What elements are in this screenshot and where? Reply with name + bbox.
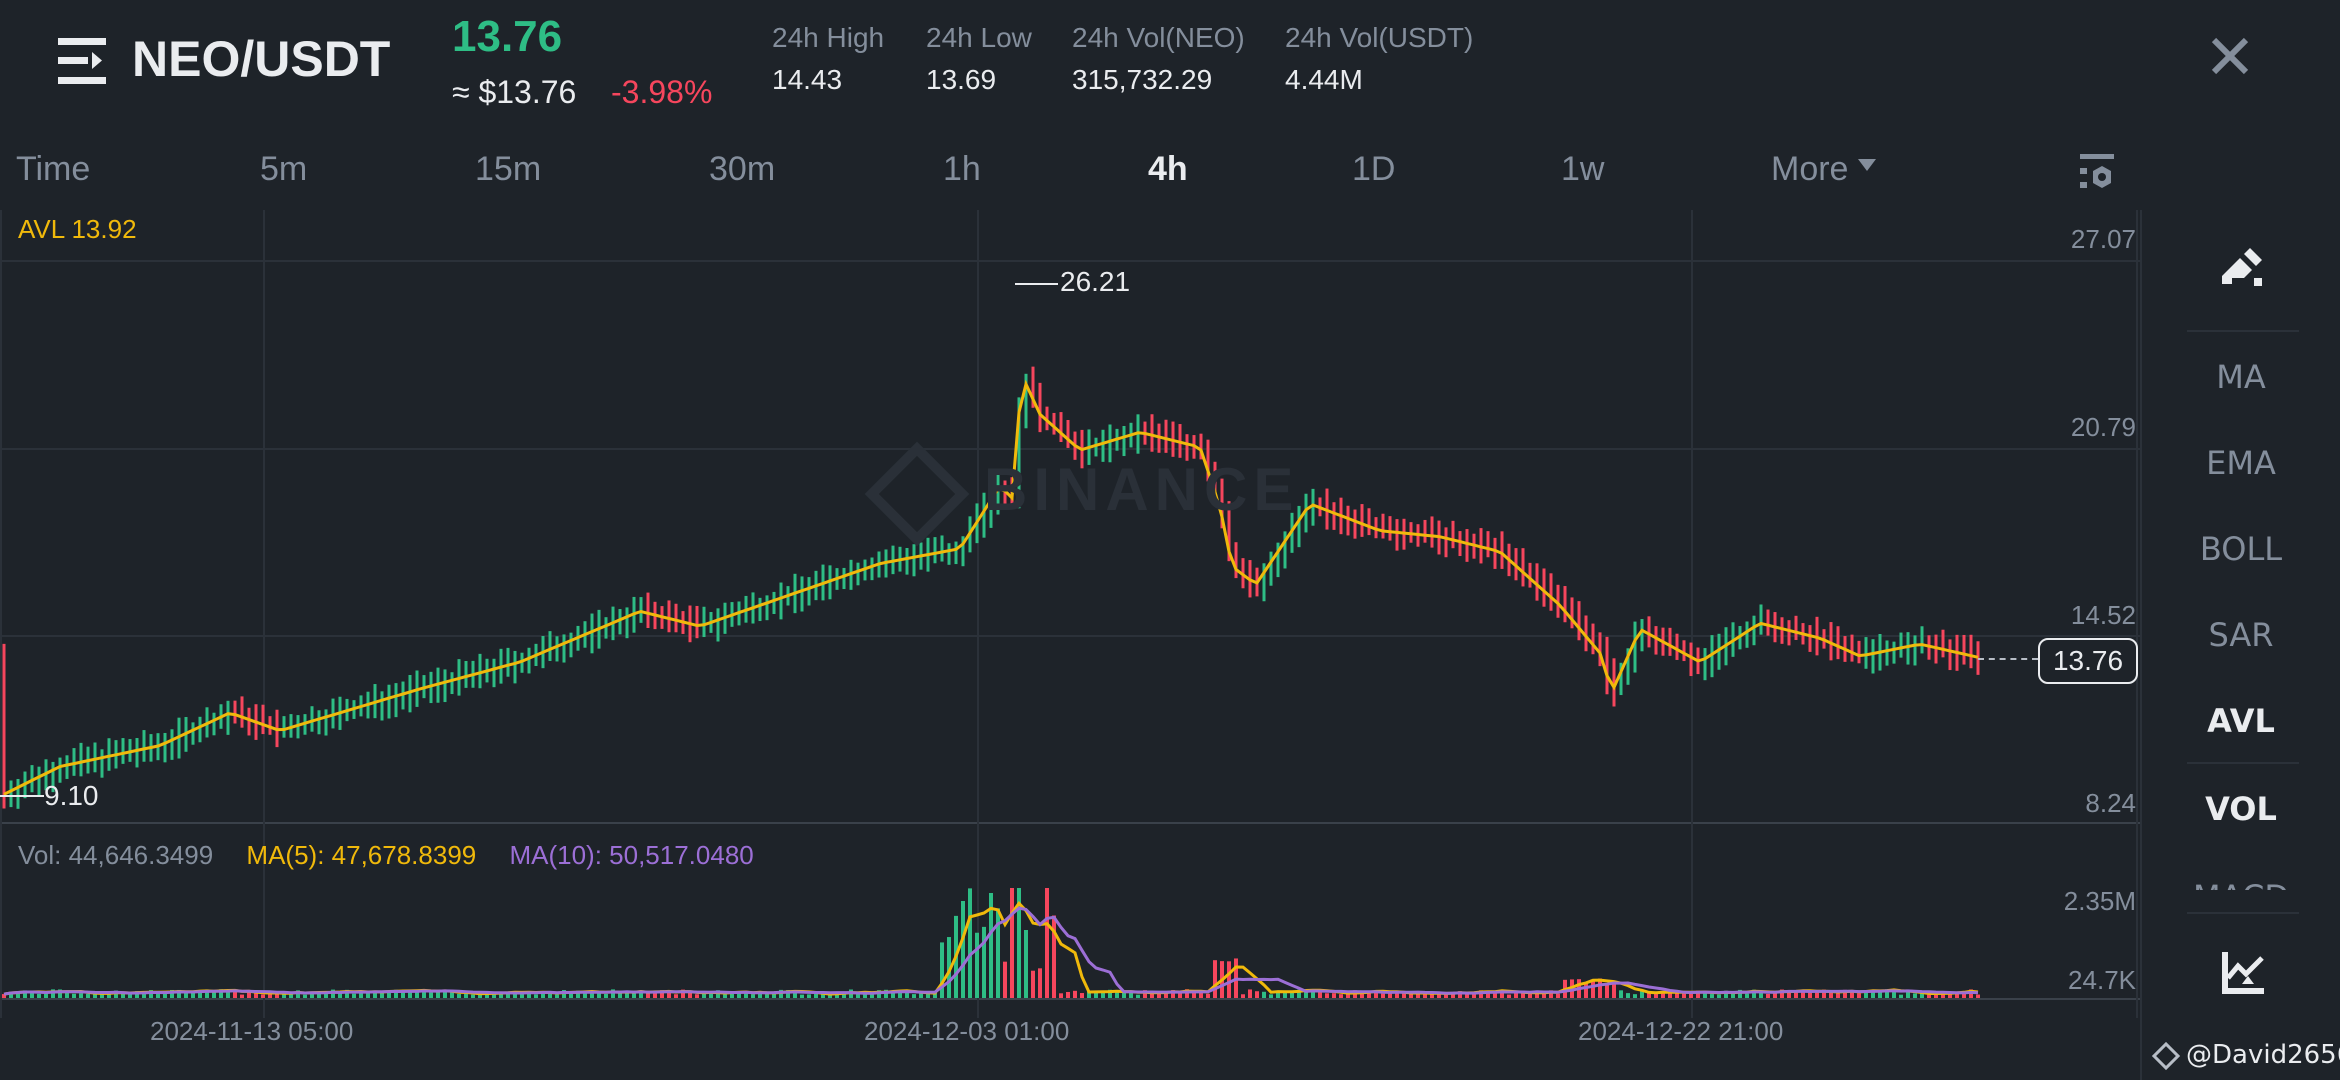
avl-legend: AVL 13.92 xyxy=(18,214,137,244)
tab-more-label: More xyxy=(1771,150,1849,188)
sidebar-separator xyxy=(2187,762,2299,764)
time-axis-label: 2024-11-13 05:00 xyxy=(150,1016,354,1046)
tab-1h[interactable]: 1h xyxy=(943,150,981,188)
stat-value: 315,732.29 xyxy=(1072,64,1213,95)
indicator-chart-icon[interactable] xyxy=(2222,952,2264,994)
panel-divider xyxy=(0,998,2140,1000)
time-axis-label: 2024-12-22 21:00 xyxy=(1578,1016,1784,1046)
time-axis-label: 2024-12-03 01:00 xyxy=(864,1016,1070,1046)
interval-tabs: Time 5m 15m 30m 1h 4h 1D 1w More xyxy=(0,150,2140,202)
tab-15m[interactable]: 15m xyxy=(475,150,542,188)
volume-legend: Vol: 44,646.3499 MA(5): 47,678.8399 MA(1… xyxy=(18,840,780,871)
stat-24h-low: 24h Low 13.69 xyxy=(926,22,1032,96)
volume-axis-label: 2.35M xyxy=(2063,886,2136,916)
volume-ma5: MA(5): 47,678.8399 xyxy=(246,840,477,870)
grid-line xyxy=(977,210,979,1018)
panel-divider xyxy=(0,822,2140,824)
indicator-ema[interactable]: EMA xyxy=(2206,444,2276,482)
stat-value: 13.69 xyxy=(926,64,997,95)
stat-label: 24h Vol(NEO) xyxy=(1072,22,1245,53)
close-icon[interactable] xyxy=(2210,36,2250,76)
indicator-vol[interactable]: VOL xyxy=(2205,790,2277,828)
indicator-ma[interactable]: MA xyxy=(2216,358,2266,396)
current-price-line xyxy=(1978,658,2038,660)
stat-label: 24h Vol(USDT) xyxy=(1285,22,1474,53)
stat-24h-vol-base: 24h Vol(NEO) 315,732.29 xyxy=(1072,22,1245,96)
draw-pen-icon[interactable] xyxy=(2222,248,2264,290)
approx-usd-price: ≈ $13.76 xyxy=(452,74,577,110)
grid-line xyxy=(1691,210,1693,1018)
volume-ma10: MA(10): 50,517.0480 xyxy=(509,840,754,870)
menu-expand-icon[interactable] xyxy=(58,38,108,84)
stat-value: 14.43 xyxy=(772,64,843,95)
price-axis-label: 27.07 xyxy=(2070,224,2136,254)
grid-line xyxy=(0,448,2140,450)
tab-5m[interactable]: 5m xyxy=(260,150,308,188)
tab-30m[interactable]: 30m xyxy=(709,150,776,188)
grid-line xyxy=(0,260,2140,262)
current-price-tag: 13.76 xyxy=(2038,638,2138,684)
chart-settings-icon[interactable] xyxy=(2078,154,2116,194)
price-series xyxy=(0,283,1980,998)
last-price: 13.76 xyxy=(452,12,563,61)
price-axis-label: 14.52 xyxy=(2070,600,2136,630)
price-change-percent: -3.98% xyxy=(611,74,713,110)
grid-line xyxy=(0,635,2140,637)
volume-axis-label: 24.7K xyxy=(2068,965,2136,995)
stat-label: 24h Low xyxy=(926,22,1032,53)
binance-logo-icon xyxy=(864,441,970,547)
indicator-sidebar: MA EMA BOLL SAR AVL VOL MACD xyxy=(2142,210,2340,1010)
grid-line xyxy=(263,210,265,1018)
tab-1d[interactable]: 1D xyxy=(1352,150,1396,188)
volume-value: Vol: 44,646.3499 xyxy=(18,840,214,870)
sidebar-divider xyxy=(2140,210,2142,1080)
high-price-marker: 26.21 xyxy=(1060,266,1131,297)
indicator-boll[interactable]: BOLL xyxy=(2199,530,2283,568)
candlestick-chart[interactable]: 27.07 20.79 14.52 8.24 2.35M 24.7K 26.21… xyxy=(0,210,2140,1018)
stat-value: 4.44M xyxy=(1285,64,1363,95)
indicator-macd-label: MACD xyxy=(2193,878,2289,890)
grid-line xyxy=(0,210,2,1018)
tab-more[interactable]: More xyxy=(1771,150,1877,189)
author-credit: @David2656 xyxy=(2151,1040,2340,1070)
indicator-macd[interactable]: MACD xyxy=(2142,878,2340,890)
price-axis-label: 20.79 xyxy=(2070,412,2136,442)
stat-24h-vol-quote: 24h Vol(USDT) 4.44M xyxy=(1285,22,1473,96)
tab-time[interactable]: Time xyxy=(16,150,91,188)
stat-label: 24h High xyxy=(772,22,885,53)
grid-line xyxy=(2136,210,2138,1018)
caret-down-icon xyxy=(1858,159,1877,172)
low-price-marker: 9.10 xyxy=(44,780,99,811)
sidebar-separator xyxy=(2187,330,2299,332)
binance-watermark: BINANCE xyxy=(864,441,1300,547)
sidebar-separator xyxy=(2187,912,2299,914)
tab-4h[interactable]: 4h xyxy=(1148,150,1188,188)
credit-text: @David2656 xyxy=(2186,1040,2340,1070)
stat-24h-high: 24h High 14.43 xyxy=(772,22,884,96)
indicator-avl[interactable]: AVL xyxy=(2207,702,2275,740)
indicator-sar[interactable]: SAR xyxy=(2208,616,2274,654)
trading-pair-title[interactable]: NEO/USDT xyxy=(132,31,391,87)
watermark-text: BINANCE xyxy=(984,456,1300,523)
tab-1w[interactable]: 1w xyxy=(1561,150,1605,188)
binance-logo-icon xyxy=(2151,1041,2181,1070)
price-axis-label: 8.24 xyxy=(2085,788,2136,818)
